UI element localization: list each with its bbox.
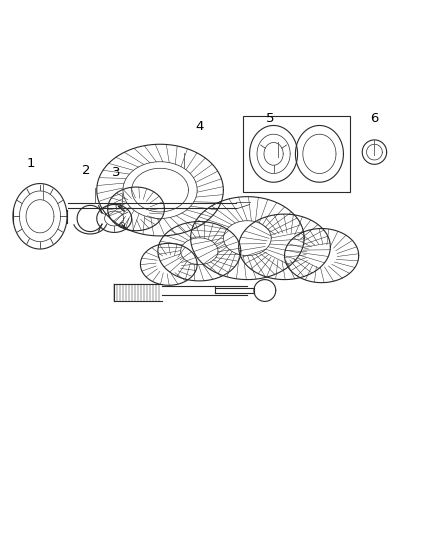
Text: 6: 6 [370, 111, 378, 125]
Text: 5: 5 [266, 111, 275, 125]
Text: 4: 4 [195, 120, 204, 133]
Text: 1: 1 [26, 157, 35, 171]
Text: 2: 2 [81, 164, 90, 177]
Text: 3: 3 [112, 166, 120, 179]
Bar [243, 116, 350, 192]
